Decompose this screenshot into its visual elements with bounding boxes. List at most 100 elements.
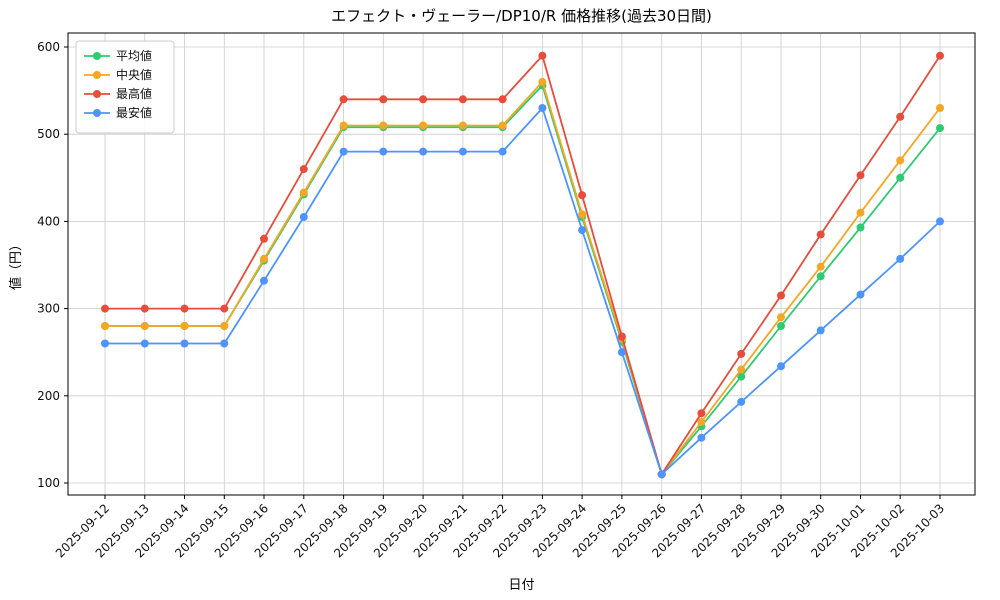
data-point-max xyxy=(697,409,706,418)
data-point-max xyxy=(816,230,825,239)
data-point-min xyxy=(101,339,109,348)
data-point-max xyxy=(896,112,905,121)
data-point-min xyxy=(458,147,467,156)
plot-area xyxy=(68,33,975,495)
data-point-median xyxy=(458,121,467,130)
data-point-min xyxy=(260,276,268,285)
series-line-max xyxy=(105,53,941,477)
data-point-max xyxy=(101,304,109,313)
data-point-min xyxy=(816,326,825,335)
legend-marker-median xyxy=(93,71,101,79)
data-point-min xyxy=(299,213,308,221)
data-point-max xyxy=(498,95,507,104)
data-point-max xyxy=(339,95,348,104)
chart-title: エフェクト・ヴェーラー/DP10/R 価格推移(過去30日間) xyxy=(331,7,712,25)
legend-label-median: 中央値 xyxy=(116,67,152,82)
data-point-average xyxy=(777,322,785,330)
data-point-median xyxy=(419,121,428,130)
data-point-max xyxy=(538,51,547,60)
data-point-average xyxy=(737,372,746,381)
series-max xyxy=(101,51,944,479)
data-point-average xyxy=(816,272,825,281)
data-point-median xyxy=(220,322,229,330)
y-tick-label: 500 xyxy=(37,127,60,141)
data-point-min xyxy=(697,433,706,442)
data-point-median xyxy=(379,121,388,130)
data-point-max xyxy=(180,304,189,313)
data-point-max xyxy=(777,291,785,300)
data-point-min xyxy=(339,147,348,156)
data-point-max xyxy=(140,304,149,313)
data-point-min xyxy=(617,348,626,357)
data-point-median xyxy=(896,156,905,165)
legend-label-max: 最高値 xyxy=(116,86,152,101)
series-min xyxy=(101,104,944,479)
data-point-average xyxy=(936,124,944,133)
data-point-min xyxy=(419,147,428,156)
data-point-min xyxy=(856,290,865,299)
data-point-min xyxy=(896,254,905,263)
tick-marks xyxy=(64,46,941,499)
data-point-average xyxy=(896,173,905,182)
data-point-max xyxy=(220,304,229,313)
data-point-median xyxy=(299,188,308,197)
data-point-median xyxy=(697,418,706,426)
data-point-min xyxy=(220,339,229,348)
data-point-median xyxy=(538,77,547,86)
data-point-median xyxy=(856,208,865,217)
data-point-max xyxy=(379,95,388,104)
data-point-min xyxy=(657,470,666,479)
data-point-max xyxy=(617,332,626,341)
y-tick-labels: 100 200 300 400 500 600 xyxy=(37,40,60,490)
x-axis-label: 日付 xyxy=(508,578,534,593)
y-tick-label: 200 xyxy=(37,389,60,403)
data-point-max xyxy=(856,171,865,180)
data-point-min xyxy=(737,397,746,406)
data-point-min xyxy=(936,217,944,226)
legend-label-average: 平均値 xyxy=(116,48,152,63)
legend-item-median: 中央値 xyxy=(84,67,152,82)
legend-marker-average xyxy=(93,52,101,60)
data-point-median xyxy=(101,322,109,330)
legend-marker-max xyxy=(93,90,101,98)
axes-border xyxy=(67,32,976,496)
data-point-min xyxy=(777,362,785,371)
data-point-average xyxy=(856,223,865,232)
y-tick-label: 300 xyxy=(37,302,60,316)
data-point-max xyxy=(578,191,587,200)
y-tick-label: 100 xyxy=(37,476,60,490)
legend-item-average: 平均値 xyxy=(84,48,152,63)
data-point-min xyxy=(538,104,547,112)
series-line-median xyxy=(105,80,941,477)
data-point-min xyxy=(498,147,507,156)
data-point-max xyxy=(299,165,308,174)
y-axis-label: 値（円） xyxy=(8,238,24,290)
y-tick-label: 600 xyxy=(37,40,60,54)
legend-item-min: 最安値 xyxy=(84,105,152,120)
data-point-max xyxy=(419,95,428,104)
data-point-median xyxy=(578,210,587,219)
legend-box xyxy=(75,40,175,134)
legend-label-min: 最安値 xyxy=(116,105,152,120)
series-line-min xyxy=(105,106,941,476)
data-point-max xyxy=(458,95,467,104)
data-point-median xyxy=(180,322,189,330)
data-point-median xyxy=(140,322,149,330)
y-tick-label: 400 xyxy=(37,214,60,228)
data-point-median xyxy=(498,121,507,130)
data-point-median xyxy=(339,121,348,130)
data-point-max xyxy=(737,349,746,358)
data-point-max xyxy=(936,51,944,60)
data-point-min xyxy=(578,226,587,235)
data-point-min xyxy=(180,339,189,348)
legend-item-max: 最高値 xyxy=(84,86,152,101)
data-point-min xyxy=(379,147,388,156)
data-point-median xyxy=(777,313,785,322)
legend-marker-min xyxy=(93,109,101,117)
data-point-median xyxy=(737,365,746,374)
data-point-median xyxy=(260,254,268,263)
data-point-min xyxy=(140,339,149,348)
